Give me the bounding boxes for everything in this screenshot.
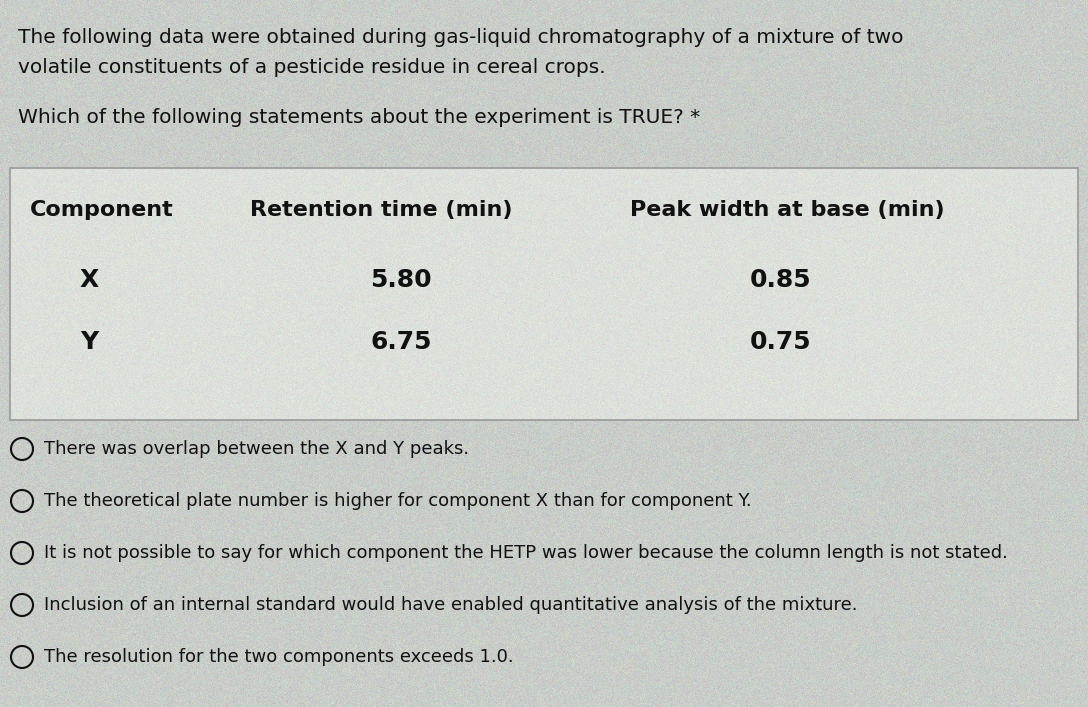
- Text: The resolution for the two components exceeds 1.0.: The resolution for the two components ex…: [44, 648, 514, 666]
- Text: Inclusion of an internal standard would have enabled quantitative analysis of th: Inclusion of an internal standard would …: [44, 596, 857, 614]
- Text: Retention time (min): Retention time (min): [250, 200, 512, 220]
- Text: Peak width at base (min): Peak width at base (min): [630, 200, 944, 220]
- Text: Component: Component: [30, 200, 174, 220]
- Bar: [10, 168, 1078, 420]
- Text: Which of the following statements about the experiment is TRUE? *: Which of the following statements about …: [18, 108, 701, 127]
- Text: The theoretical plate number is higher for component X than for component Y.: The theoretical plate number is higher f…: [44, 492, 752, 510]
- Text: volatile constituents of a pesticide residue in cereal crops.: volatile constituents of a pesticide res…: [18, 58, 606, 77]
- Text: Y: Y: [81, 330, 98, 354]
- Text: There was overlap between the X and Y peaks.: There was overlap between the X and Y pe…: [44, 440, 469, 458]
- Text: 6.75: 6.75: [370, 330, 432, 354]
- Text: It is not possible to say for which component the HETP was lower because the col: It is not possible to say for which comp…: [44, 544, 1007, 562]
- Text: 0.85: 0.85: [750, 268, 812, 292]
- Text: 0.75: 0.75: [750, 330, 812, 354]
- Text: X: X: [81, 268, 99, 292]
- Text: 5.80: 5.80: [370, 268, 432, 292]
- Text: The following data were obtained during gas-liquid chromatography of a mixture o: The following data were obtained during …: [18, 28, 903, 47]
